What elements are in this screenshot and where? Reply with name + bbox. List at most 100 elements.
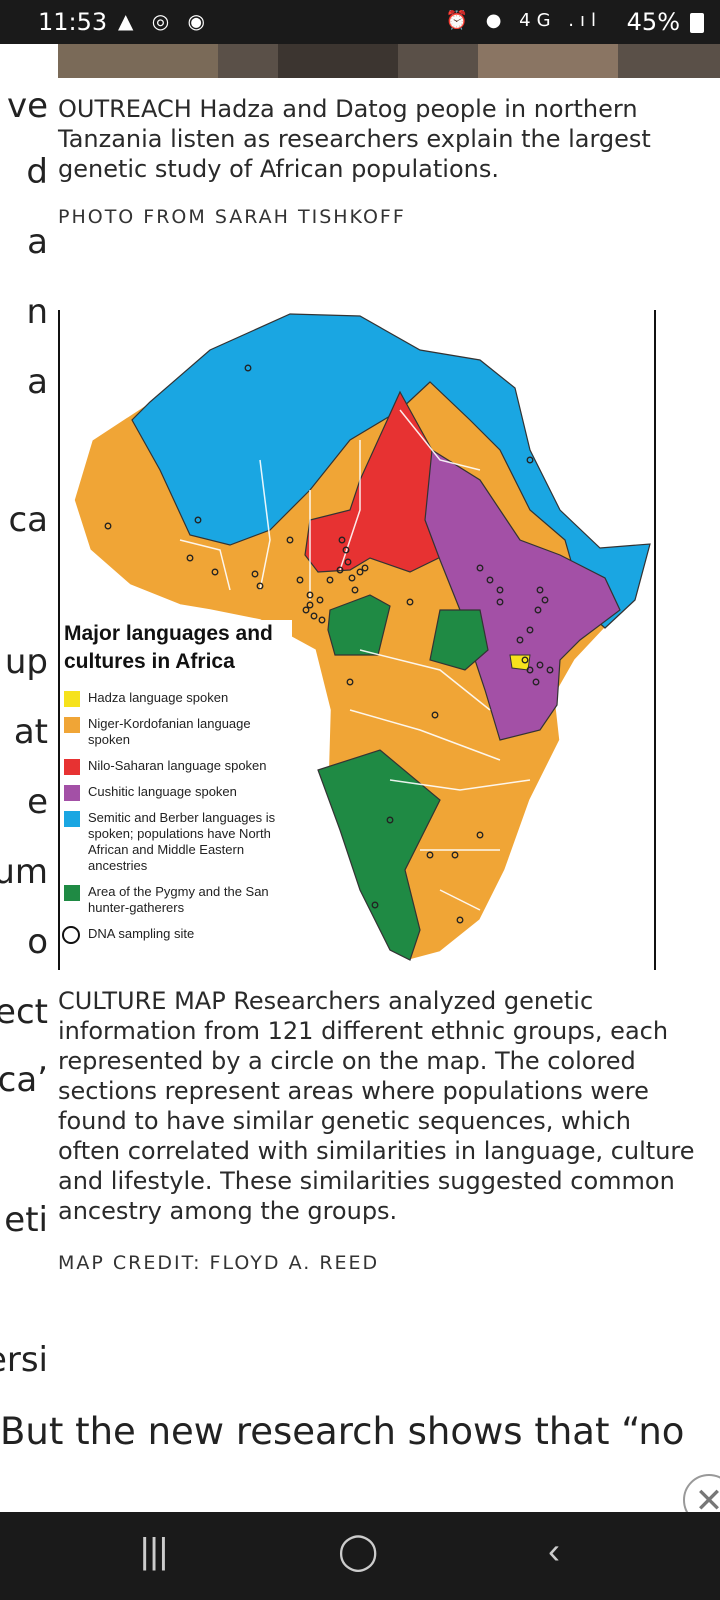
battery-icon <box>690 13 704 33</box>
dna-sampling-site <box>342 546 350 554</box>
clock: 11:53 <box>38 8 108 36</box>
dna-sampling-site <box>211 568 219 576</box>
legend-title-line: cultures in Africa <box>64 650 235 673</box>
legend-title-line: Major languages and <box>64 622 273 645</box>
status-bar: 11:53 ▲ ◎ ◉ ⏰ ● 4G .ıl 45% <box>0 0 720 44</box>
text-fragment: a <box>27 222 48 262</box>
dna-sampling-site <box>451 851 459 859</box>
back-button[interactable]: ‹ <box>548 1530 560 1571</box>
legend-item-semitic-berber: Semitic and Berber languages is spoken; … <box>62 810 292 874</box>
legend-label: Niger-Kordofanian language spoken <box>88 716 251 747</box>
dna-sampling-site <box>310 612 318 620</box>
legend-item-sampling-site: DNA sampling site <box>62 926 292 944</box>
dna-sampling-site <box>256 582 264 590</box>
dna-sampling-site <box>546 666 554 674</box>
dna-sampling-site <box>306 601 314 609</box>
legend-item-pygmy-san: Area of the Pygmy and the San hunter-gat… <box>62 884 292 916</box>
dna-sampling-sites <box>104 364 554 924</box>
dna-sampling-site <box>286 536 294 544</box>
text-fragment: d <box>26 152 48 192</box>
dna-sampling-site <box>356 568 364 576</box>
dna-sampling-site <box>194 516 202 524</box>
dna-sampling-site <box>486 576 494 584</box>
africa-culture-map: Major languages and cultures in Africa H… <box>58 310 656 970</box>
legend-title: Major languages and cultures in Africa <box>62 620 292 676</box>
map-caption: CULTURE MAP Researchers analyzed genetic… <box>58 987 695 1225</box>
battery-percent: 45% <box>626 8 680 36</box>
dna-sampling-site <box>496 598 504 606</box>
dna-sampling-site <box>244 364 252 372</box>
legend-swatch <box>64 785 80 801</box>
text-fragment: ect <box>0 992 48 1032</box>
photo-credit: PHOTO FROM SARAH TISHKOFF <box>58 206 406 228</box>
hadza-region <box>509 654 531 671</box>
text-fragment: eti <box>4 1200 48 1240</box>
home-button[interactable]: ◯ <box>338 1530 379 1571</box>
dna-sampling-site <box>496 586 504 594</box>
legend-label: Nilo-Saharan language spoken <box>88 758 267 773</box>
map-credit: MAP CREDIT: FLOYD A. REED <box>58 1252 380 1274</box>
dna-sampling-site <box>336 566 344 574</box>
legend-list: Hadza language spoken Niger-Kordofanian … <box>62 690 292 944</box>
pygmy-region-east <box>429 609 489 671</box>
africa-map-graphic <box>73 313 651 961</box>
legend-item-niger-kordofanian: Niger-Kordofanian language spoken <box>62 716 292 748</box>
dna-sampling-site <box>186 554 194 562</box>
dna-sampling-site <box>536 586 544 594</box>
text-fragment: up <box>4 642 48 682</box>
dna-sampling-site <box>536 661 544 669</box>
text-fragment: o <box>27 922 48 962</box>
legend-label: DNA sampling site <box>88 926 195 941</box>
legend-swatch <box>64 885 80 901</box>
dna-sampling-site <box>534 606 542 614</box>
map-legend: Major languages and cultures in Africa H… <box>62 620 292 952</box>
text-fragment: e <box>27 782 48 822</box>
dna-sampling-site <box>361 564 369 572</box>
text-fragment: ca <box>8 500 48 540</box>
legend-label: Cushitic language spoken <box>88 784 237 799</box>
text-fragment: ve <box>6 86 48 126</box>
dna-sampling-site <box>476 831 484 839</box>
text-fragment: ersi <box>0 1340 48 1380</box>
san-region <box>317 749 441 961</box>
legend-item-hadza: Hadza language spoken <box>62 690 292 707</box>
text-fragment: ca’ <box>0 1060 48 1100</box>
dna-sampling-site <box>516 636 524 644</box>
dna-sampling-site <box>344 558 352 566</box>
legend-label: Semitic and Berber languages is spoken; … <box>88 810 276 873</box>
dna-sampling-site <box>346 678 354 686</box>
dna-sampling-site <box>348 574 356 582</box>
circle-icon <box>62 926 80 944</box>
notification-icons: ▲ ◎ ◉ <box>118 9 211 33</box>
adjacent-column-text: ve d a n a ca up at e um o ect ca’ eti e… <box>0 0 48 1480</box>
dna-sampling-site <box>532 678 540 686</box>
dna-sampling-site <box>302 606 310 614</box>
legend-label: Hadza language spoken <box>88 690 229 705</box>
system-icons: ⏰ ● 4G .ıl <box>445 10 602 31</box>
dna-sampling-site <box>526 626 534 634</box>
dna-sampling-site <box>426 851 434 859</box>
legend-label: Area of the Pygmy and the San hunter-gat… <box>88 884 269 915</box>
legend-swatch <box>64 691 80 707</box>
legend-swatch <box>64 759 80 775</box>
country-borders <box>179 409 531 911</box>
text-fragment: n <box>26 292 48 332</box>
legend-swatch <box>64 717 80 733</box>
dna-sampling-site <box>386 816 394 824</box>
dna-sampling-site <box>476 564 484 572</box>
article-photo <box>58 44 720 78</box>
dna-sampling-site <box>406 598 414 606</box>
dna-sampling-site <box>456 916 464 924</box>
dna-sampling-site <box>431 711 439 719</box>
text-fragment: um <box>0 852 48 892</box>
dna-sampling-site <box>296 576 304 584</box>
text-fragment: at <box>13 712 48 752</box>
dna-sampling-site <box>251 570 259 578</box>
recents-button[interactable]: ||| <box>140 1530 169 1571</box>
navigation-bar: ||| ◯ ‹ <box>0 1512 720 1600</box>
photo-caption: OUTREACH Hadza and Datog people in north… <box>58 95 651 183</box>
dna-sampling-site <box>338 536 346 544</box>
dna-sampling-site <box>371 901 379 909</box>
dna-sampling-site <box>521 656 529 664</box>
dna-sampling-site <box>526 456 534 464</box>
